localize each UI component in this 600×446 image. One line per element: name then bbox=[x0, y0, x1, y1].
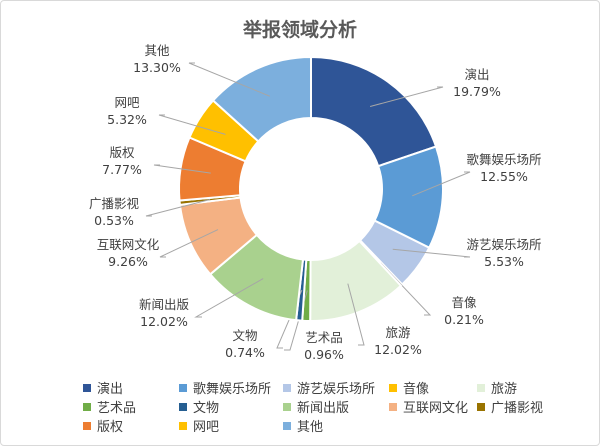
leader-line bbox=[194, 278, 264, 318]
leader-line bbox=[153, 164, 211, 174]
slice-category-label: 歌舞娱乐场所 bbox=[466, 152, 541, 167]
slice-value-label: 12.02% bbox=[140, 314, 188, 329]
legend-item[interactable]: 音像 bbox=[389, 378, 429, 397]
slice-category-label: 广播影视 bbox=[89, 196, 140, 211]
legend-item[interactable]: 演出 bbox=[83, 378, 123, 397]
leader-line bbox=[159, 229, 219, 258]
slice-value-label: 5.53% bbox=[484, 254, 524, 269]
legend-label: 互联网文化 bbox=[403, 401, 469, 416]
slice-value-label: 0.74% bbox=[225, 345, 265, 360]
legend-item[interactable]: 艺术品 bbox=[83, 397, 136, 416]
legend-item[interactable]: 歌舞娱乐场所 bbox=[179, 378, 271, 397]
legend-item[interactable]: 文物 bbox=[179, 397, 219, 416]
legend-label: 文物 bbox=[193, 401, 220, 416]
legend-label: 演出 bbox=[97, 382, 124, 397]
legend-item[interactable]: 互联网文化 bbox=[389, 397, 468, 416]
leader-line bbox=[412, 171, 471, 197]
legend-swatch bbox=[179, 383, 187, 392]
legend-item[interactable]: 其他 bbox=[283, 416, 323, 435]
legend-item[interactable]: 新闻出版 bbox=[283, 397, 349, 416]
leader-line bbox=[347, 283, 365, 346]
leader-line bbox=[369, 86, 444, 107]
slice-category-label: 音像 bbox=[451, 295, 477, 310]
slice-value-label: 0.96% bbox=[304, 347, 344, 362]
legend-label: 广播影视 bbox=[491, 401, 544, 416]
slice-category-label: 演出 bbox=[464, 67, 489, 82]
slice-1[interactable] bbox=[310, 55, 438, 168]
legend-label: 新闻出版 bbox=[297, 401, 350, 416]
legend-label: 网吧 bbox=[193, 420, 220, 435]
legend-swatch bbox=[179, 402, 187, 411]
legend-swatch bbox=[283, 421, 291, 430]
legend-swatch bbox=[283, 383, 291, 392]
legend-item[interactable]: 游艺娱乐场所 bbox=[283, 378, 375, 397]
slice-category-label: 艺术品 bbox=[305, 330, 343, 345]
chart-title: 举报领域分析 bbox=[242, 19, 357, 41]
legend-item[interactable]: 版权 bbox=[83, 416, 123, 435]
legend-swatch bbox=[83, 402, 91, 411]
legend-swatch bbox=[179, 421, 187, 430]
slice-category-label: 新闻出版 bbox=[139, 297, 190, 312]
slice-value-label: 9.26% bbox=[108, 254, 148, 269]
slice-value-label: 0.21% bbox=[444, 312, 484, 327]
slice-value-label: 7.77% bbox=[102, 162, 142, 177]
slice-category-label: 互联网文化 bbox=[97, 237, 160, 252]
slice-category-label: 网吧 bbox=[114, 95, 140, 110]
legend-label: 艺术品 bbox=[97, 401, 137, 416]
slice-13[interactable] bbox=[211, 55, 312, 143]
slice-value-label: 19.79% bbox=[453, 84, 501, 99]
leader-line bbox=[145, 199, 211, 217]
slice-category-label: 其他 bbox=[144, 43, 170, 58]
slice-category-label: 旅游 bbox=[385, 325, 411, 340]
slice-value-label: 0.53% bbox=[94, 213, 134, 228]
leader-line bbox=[392, 248, 471, 258]
slice-category-label: 版权 bbox=[109, 145, 135, 160]
slice-value-label: 12.55% bbox=[480, 169, 528, 184]
slice-category-label: 文物 bbox=[232, 328, 257, 343]
legend-swatch bbox=[83, 421, 91, 430]
legend-label: 歌舞娱乐场所 bbox=[193, 382, 272, 397]
legend-label: 旅游 bbox=[491, 382, 518, 397]
legend-item[interactable]: 广播影视 bbox=[477, 397, 543, 416]
legend-label: 版权 bbox=[97, 420, 124, 435]
legend-label: 音像 bbox=[403, 382, 430, 397]
legend-swatch bbox=[477, 383, 485, 392]
legend-item[interactable]: 旅游 bbox=[477, 378, 517, 397]
legend-swatch bbox=[83, 383, 91, 392]
legend-swatch bbox=[389, 402, 397, 411]
legend-swatch bbox=[477, 402, 485, 411]
slice-category-label: 游艺娱乐场所 bbox=[466, 237, 541, 252]
legend-swatch bbox=[283, 402, 291, 411]
slice-value-label: 5.32% bbox=[107, 112, 147, 127]
slice-value-label: 12.02% bbox=[374, 342, 422, 357]
legend-label: 其他 bbox=[297, 420, 324, 435]
leader-line bbox=[158, 114, 226, 135]
slice-value-label: 13.30% bbox=[133, 60, 181, 75]
legend-label: 游艺娱乐场所 bbox=[297, 382, 376, 397]
leader-line bbox=[188, 62, 271, 97]
legend-item[interactable]: 网吧 bbox=[179, 416, 219, 435]
legend-swatch bbox=[389, 383, 397, 392]
